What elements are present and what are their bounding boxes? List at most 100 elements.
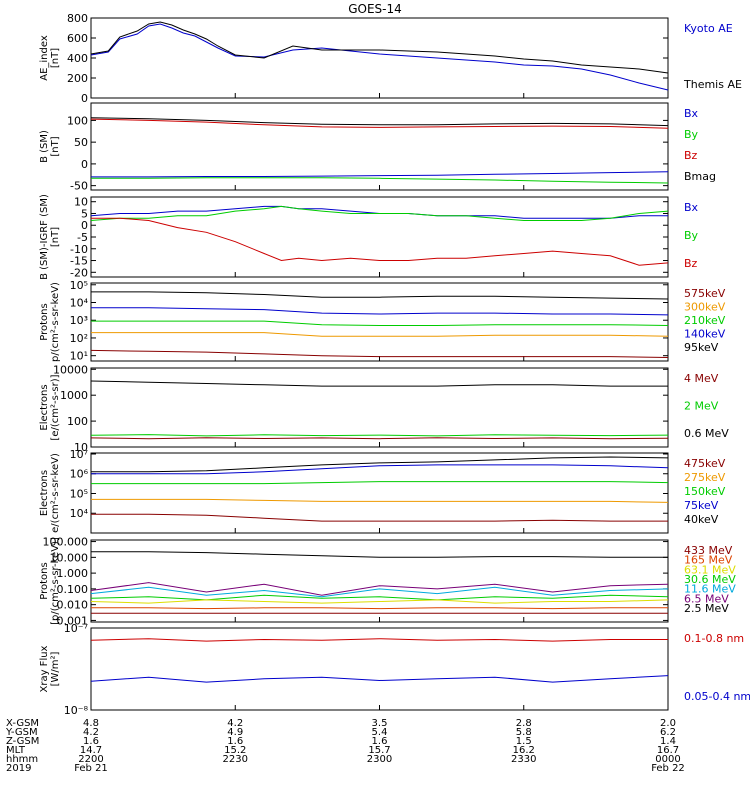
ylabel-protons_high: Protons[p/(cm²-s-sr-keV)] [39, 537, 61, 625]
series-line-protons_high-5 [91, 607, 668, 610]
legend-bsm-1: By [684, 128, 699, 141]
plot-title: GOES-14 [348, 2, 402, 16]
ytick-label-protons_high-1: 0.010 [57, 599, 89, 612]
ylabel-line-protons_low-0: Protons [39, 303, 50, 340]
legend-electrons_high-2: 0.6 MeV [684, 427, 729, 440]
ytick-label-bigrf-6: 10 [74, 196, 88, 209]
ytick-label-protons_low-0: 10¹ [70, 350, 88, 363]
xaxis-value-1-4: 2230 [223, 754, 248, 765]
series-line-protons_low-1 [91, 307, 669, 316]
ytick-label-bigrf-3: -5 [77, 231, 88, 244]
ylabel-line-electrons_low-1: e/(cm²-s-sr-keV) [50, 453, 61, 533]
legend-bigrf-2: Bz [684, 257, 698, 270]
ylabel-protons_low: Protonsp/(cm²-s-sr-keV) [39, 282, 61, 362]
ylabel-line-bsm-0: B (SM) [39, 130, 50, 163]
ylabel-line-bigrf-0: B (SM)-IGRF (SM) [39, 194, 50, 280]
legend-protons_low-0: 575keV [684, 287, 726, 300]
ylabel-ae: AE_index[nT] [39, 35, 61, 81]
ytick-label-protons_high-4: 10.000 [50, 551, 89, 564]
series-line-electrons_low-2 [91, 481, 669, 485]
ytick-label-protons_high-5: 100.000 [43, 536, 89, 549]
ytick-label-bsm-2: 50 [74, 136, 88, 149]
xaxis-value-4-5: Feb 22 [651, 763, 685, 774]
legend-electrons_low-1: 275keV [684, 471, 726, 484]
series-line-electrons_low-3 [91, 498, 669, 503]
ytick-label-ae-3: 600 [67, 32, 88, 45]
ytick-label-electrons_low-3: 10⁷ [70, 448, 88, 461]
xaxis-value-3-1: 5.8 [516, 727, 532, 738]
series-line-protons_high-1 [90, 582, 669, 596]
legend-protons_low-4: 95keV [684, 341, 719, 354]
ylabel-line-protons_high-0: Protons [39, 562, 50, 599]
ylabel-line-protons_low-1: p/(cm²-s-sr-keV) [50, 282, 61, 362]
ylabel-bigrf: B (SM)-IGRF (SM)[nT] [39, 194, 61, 280]
legend-electrons_high-1: 2 MeV [684, 400, 719, 413]
ylabel-line-bsm-1: [nT] [50, 136, 61, 156]
ytick-label-electrons_high-3: 10000 [53, 363, 88, 376]
ytick-label-electrons_low-2: 10⁶ [70, 468, 89, 481]
xaxis-value-4-4: 0000 [655, 754, 680, 765]
legend-protons_high-5: 6.5 MeV [684, 592, 729, 605]
ytick-label-bigrf-5: 5 [81, 207, 88, 220]
ytick-label-bigrf-2: -10 [70, 243, 88, 256]
legend-bsm-2: Bz [684, 149, 698, 162]
series-line-bsm-0 [91, 171, 669, 178]
series-line-bsm-1 [91, 177, 669, 184]
xaxis-value-1-1: 4.9 [227, 727, 243, 738]
legend-protons_high-1: 165 MeV [684, 554, 733, 567]
panel-frame-protons_low [90, 282, 669, 362]
legend-ae-0: Kyoto AE [684, 22, 733, 35]
xaxis-value-1-0: 4.2 [227, 718, 243, 729]
xaxis-value-2-0: 3.5 [372, 718, 388, 729]
ylabel-line-electrons_high-0: Electrons [39, 384, 50, 430]
series-line-protons_high-0 [91, 551, 668, 558]
legend-electrons_high-0: 4 MeV [684, 372, 719, 385]
series-line-bsm-3 [90, 117, 669, 127]
series-line-protons_low-0 [91, 291, 669, 300]
series-line-electrons_high-2 [90, 437, 669, 440]
xaxis-value-3-2: 1.5 [516, 736, 532, 747]
xaxis-value-2-1: 5.4 [372, 727, 388, 738]
series-line-electrons_low-0 [91, 456, 669, 473]
xaxis-value-2-2: 1.6 [372, 736, 388, 747]
panel-frame-bigrf [90, 196, 669, 278]
xaxis-row-label-2: Z-GSM [6, 736, 39, 747]
ytick-label-electrons_low-1: 10⁵ [70, 487, 88, 500]
legend-protons_high-3: 30.6 MeV [684, 573, 736, 586]
ytick-label-protons_high-3: 1.000 [57, 567, 89, 580]
xaxis-row-label-5: 2019 [6, 763, 31, 774]
series-line-electrons_high-1 [90, 434, 669, 437]
ytick-label-electrons_high-2: 1000 [60, 389, 88, 402]
series-line-bigrf-1 [90, 205, 669, 221]
ylabel-bsm: B (SM)[nT] [39, 130, 61, 163]
xaxis-value-0-1: 4.2 [83, 727, 99, 738]
ytick-label-protons_low-1: 10² [70, 332, 88, 345]
series-line-ae-1 [90, 21, 669, 74]
legend-protons_low-3: 140keV [684, 328, 726, 341]
legend-bsm-3: Bmag [684, 170, 716, 183]
ylabel-line-bigrf-1: [nT] [50, 227, 61, 247]
series-line-electrons_high-0 [90, 380, 668, 387]
legend-protons_high-4: 11.6 MeV [684, 583, 736, 596]
ytick-label-bsm-0: -50 [70, 180, 88, 193]
ylabel-line-protons_high-1: [p/(cm²-s-sr-keV)] [50, 537, 61, 625]
xaxis-value-0-5: Feb 21 [74, 763, 108, 774]
xaxis-value-3-3: 16.2 [513, 745, 535, 756]
ylabel-electrons_high: Electrons[e/(cm²-s-sr)] [39, 374, 61, 440]
ytick-label-xray-1: 10⁻⁷ [64, 622, 88, 635]
legend-electrons_low-3: 75keV [684, 499, 719, 512]
legend-bigrf-0: Bx [684, 201, 699, 214]
ylabel-line-xray-1: [W/m²] [50, 651, 61, 686]
series-line-bigrf-0 [90, 205, 668, 219]
series-line-protons_high-4 [90, 599, 669, 604]
series-line-protons_low-3 [91, 332, 669, 337]
legend-protons_low-2: 210keV [684, 314, 726, 327]
ylabel-line-electrons_high-1: [e/(cm²-s-sr)] [50, 374, 61, 440]
xaxis-value-0-2: 1.6 [83, 736, 99, 747]
legend-protons_high-2: 63.1 MeV [684, 563, 736, 576]
ytick-label-protons_low-3: 10⁴ [70, 297, 89, 310]
legend-electrons_low-4: 40keV [684, 513, 719, 526]
legend-bigrf-1: By [684, 229, 699, 242]
